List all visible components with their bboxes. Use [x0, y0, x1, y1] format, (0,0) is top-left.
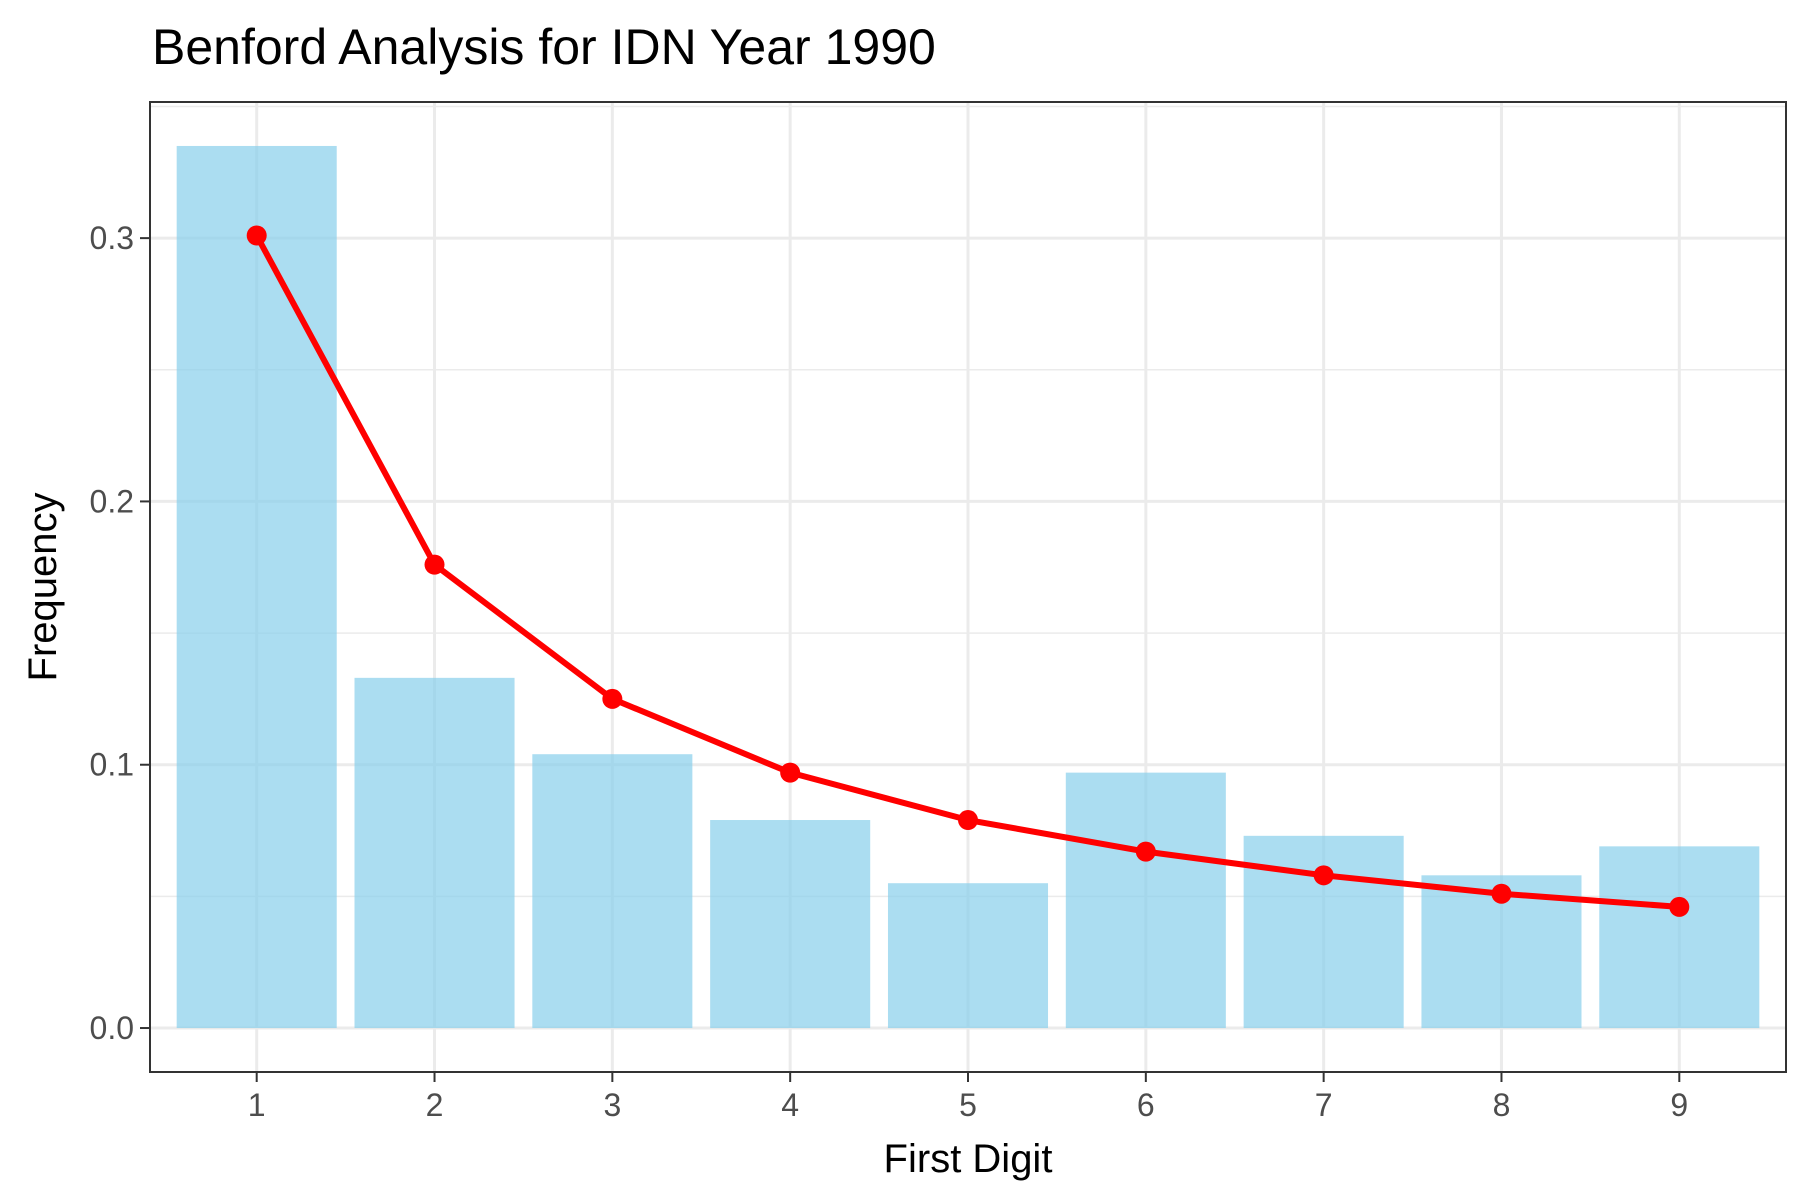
bar-digit-2: [354, 677, 515, 1029]
bar-digit-7: [1243, 835, 1404, 1029]
x-tick-label: 2: [426, 1087, 444, 1123]
y-tick-label: 0.2: [90, 483, 134, 519]
x-tick-label: 3: [603, 1087, 621, 1123]
x-tick-label: 1: [248, 1087, 266, 1123]
x-tick-label: 7: [1315, 1087, 1333, 1123]
x-tick-label: 6: [1137, 1087, 1155, 1123]
x-tick-label: 8: [1493, 1087, 1511, 1123]
y-tick-label: 0.0: [90, 1010, 134, 1046]
bar-digit-6: [1065, 772, 1226, 1029]
chart-title: Benford Analysis for IDN Year 1990: [152, 19, 936, 75]
y-tick-label: 0.3: [90, 220, 134, 256]
expected-point-digit-8: [1491, 883, 1512, 904]
bar-digit-4: [710, 820, 871, 1029]
expected-point-digit-4: [780, 762, 801, 783]
expected-point-digit-3: [602, 688, 623, 709]
x-tick-label: 9: [1670, 1087, 1688, 1123]
x-tick-label: 5: [959, 1087, 977, 1123]
bar-digit-5: [887, 883, 1049, 1029]
expected-point-digit-7: [1313, 865, 1334, 886]
expected-point-digit-6: [1135, 841, 1156, 862]
points-layer: [246, 225, 1690, 917]
bars-layer: [176, 145, 1760, 1029]
expected-point-digit-9: [1669, 896, 1690, 917]
y-axis-title: Frequency: [21, 493, 65, 682]
y-tick-label: 0.1: [90, 747, 134, 783]
bar-digit-9: [1599, 846, 1760, 1029]
bar-digit-3: [532, 754, 693, 1029]
x-tick-label: 4: [781, 1087, 799, 1123]
expected-point-digit-2: [424, 554, 445, 575]
expected-point-digit-5: [958, 810, 978, 831]
axis-layer: 0.0 0.1 0.2 0.3 1 2 3 4 5 6 7 8 9: [90, 220, 1689, 1123]
x-axis-title: First Digit: [884, 1137, 1053, 1181]
expected-point-digit-1: [246, 225, 267, 246]
bar-digit-1: [176, 145, 337, 1029]
